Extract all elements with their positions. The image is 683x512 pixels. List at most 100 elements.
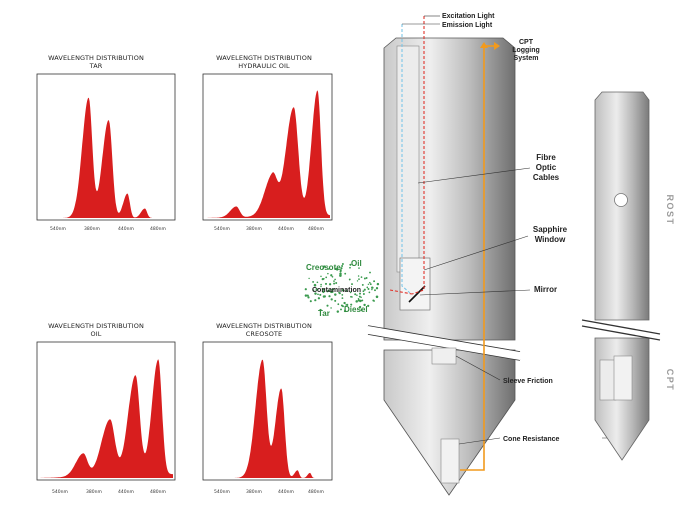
excitation-light-label: Excitation Light [442, 13, 495, 20]
contamination-dot [330, 307, 332, 309]
tick-label: 440nm [278, 226, 294, 232]
contamination-dot [360, 308, 363, 312]
contamination-dot [322, 265, 326, 268]
contamination-dot [328, 295, 331, 298]
contamination-dot [323, 277, 325, 280]
contamination-dot [367, 304, 370, 307]
contamination-dot [371, 288, 373, 291]
contamination-dot [373, 300, 375, 302]
contamination-dot [375, 287, 379, 290]
contamination-dot [308, 277, 310, 280]
contamination-dots [304, 263, 380, 313]
cpt-logging-label: Logging [512, 47, 540, 54]
contamination-dot [368, 291, 371, 294]
contamination-dot [331, 288, 334, 291]
contamination-dot [360, 276, 363, 278]
contamination-dot [349, 291, 352, 294]
mirror-label: Mirror [534, 285, 557, 294]
contamination-dot [324, 282, 328, 285]
contamination-dot [334, 299, 337, 302]
contamination-dot [367, 283, 370, 286]
chart-tar: WAVELENGTH DISTRIBUTION TAR 540nm 380nm … [36, 54, 176, 232]
emission-light-line [401, 24, 411, 294]
contamination-dot [365, 277, 368, 279]
contamination-dot [349, 266, 351, 269]
contamination-dot [348, 278, 351, 281]
contamination-dot [328, 283, 332, 286]
contamination-dot [350, 303, 353, 306]
fibre-optic-label: Optic [536, 163, 557, 172]
contamination-dot [358, 295, 361, 298]
contamination-label: Contamination [312, 287, 361, 294]
contamination-dot [341, 265, 344, 267]
contamination-dot [346, 303, 349, 307]
contamination-dot [351, 283, 353, 286]
contamination-cloud: Oil Creosote Contamination Diesel Tar [304, 259, 380, 318]
tar-label: Tar [318, 309, 330, 318]
contamination-dot [369, 283, 372, 286]
tick-label: 380nm [246, 226, 262, 232]
fibre-optic-label: Cables [533, 173, 560, 182]
sleeve-friction-sensor [431, 347, 457, 365]
contamination-dot [304, 294, 308, 297]
contamination-dot [309, 300, 312, 303]
rost-label: ROST [665, 194, 675, 225]
chart-title-line2: CREOSOTE [246, 330, 282, 338]
tick-label: 440nm [118, 489, 134, 495]
contamination-dot [341, 289, 345, 292]
contamination-dot [375, 295, 379, 299]
chart-peaks [39, 97, 173, 218]
contamination-dot [363, 303, 366, 307]
sleeve-friction-label: Sleeve Friction [503, 378, 553, 385]
contamination-dot [361, 283, 364, 286]
emission-light-label: Emission Light [442, 22, 493, 29]
contamination-dot [362, 293, 365, 295]
arrowhead [494, 42, 500, 50]
contamination-dot [366, 286, 369, 289]
break-line [581, 319, 661, 335]
contamination-dot [319, 308, 322, 312]
tick-label: 540nm [214, 226, 230, 232]
contamination-dot [334, 278, 336, 281]
contamination-dot [339, 269, 342, 272]
contamination-dot [341, 263, 344, 265]
contamination-dot [327, 272, 329, 275]
contamination-dot [363, 277, 366, 280]
contamination-dot [335, 268, 339, 271]
contamination-dot [362, 290, 365, 293]
oil-label: Oil [351, 259, 362, 268]
excitation-light-out [389, 289, 413, 295]
contamination-dot [314, 299, 317, 302]
excitation-light-line [411, 16, 425, 295]
contamination-dot [322, 267, 324, 270]
contamination-dot [327, 268, 330, 270]
contamination-dot [307, 296, 310, 299]
chart-creosote: WAVELENGTH DISTRIBUTION CREOSOTE 540nm 3… [202, 322, 333, 495]
contamination-dot [340, 308, 342, 311]
contamination-dot [357, 275, 360, 277]
contamination-dot [354, 293, 357, 296]
contamination-dot [322, 295, 326, 298]
contamination-dot [316, 281, 319, 284]
sapphire-window [399, 257, 431, 311]
side-sleeve [613, 355, 633, 401]
fibre-channel [396, 45, 420, 273]
spectrum-area [39, 97, 173, 218]
creosote-label: Creosote [306, 263, 341, 272]
light-paths [389, 16, 425, 295]
contamination-dot [338, 292, 340, 294]
tick-label: 480nm [150, 489, 166, 495]
contamination-dot [335, 282, 338, 284]
contamination-dot [322, 290, 325, 294]
main-probe [367, 37, 521, 496]
contamination-dot [363, 288, 366, 291]
contamination-dot [350, 295, 352, 298]
diesel-label: Diesel [344, 305, 368, 314]
side-window [614, 193, 628, 207]
chart-title-line2: OIL [91, 330, 102, 338]
contamination-dot [333, 280, 335, 282]
contamination-dot [312, 280, 315, 283]
spectrum-area [39, 359, 173, 478]
tick-label: 380nm [246, 489, 262, 495]
chart-title-line1: WAVELENGTH DISTRIBUTION [216, 322, 312, 330]
